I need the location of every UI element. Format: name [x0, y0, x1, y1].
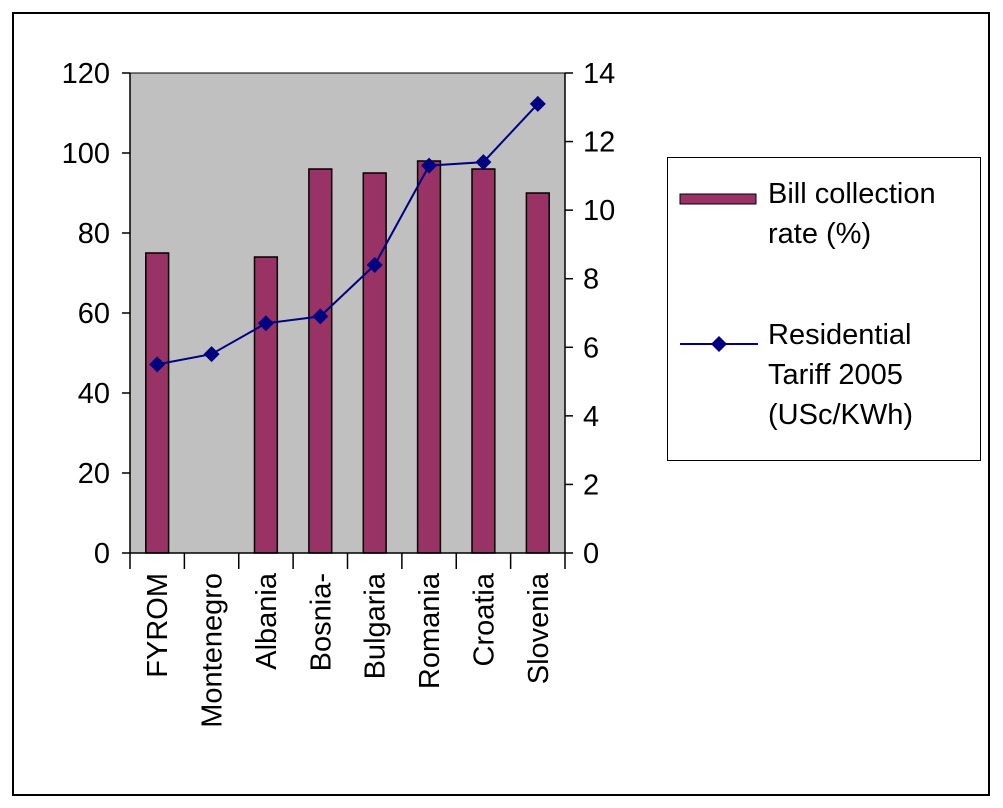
bar — [416, 160, 442, 554]
series-line — [157, 103, 539, 366]
legend-entry-residential-tariff: Residential Tariff 2005 (USc/KWh) — [678, 315, 973, 435]
x-tick-label: Bulgaria — [360, 572, 392, 679]
x-tick-label: Albania — [251, 572, 283, 670]
diamond-marker — [475, 154, 492, 171]
bar — [253, 256, 279, 554]
diamond-marker — [257, 315, 274, 332]
left-tick-label: 60 — [78, 298, 110, 330]
legend-bar-swatch-rect — [679, 193, 757, 205]
left-tick-label: 80 — [78, 218, 110, 250]
left-tick-label: 0 — [94, 538, 110, 570]
right-tick-label: 8 — [583, 264, 599, 296]
legend-label-line: (USc/KWh) — [768, 399, 913, 431]
right-tick-label: 6 — [583, 332, 599, 364]
x-tick-label: Slovenia — [523, 572, 555, 684]
bar — [471, 168, 496, 554]
diamond-marker — [203, 346, 220, 363]
legend-label-residential-tariff: Residential Tariff 2005 (USc/KWh) — [768, 315, 973, 435]
right-tick-label: 2 — [583, 469, 599, 501]
right-tick-label: 12 — [583, 127, 615, 159]
diamond-marker — [149, 356, 166, 373]
legend: Bill collection rate (%) Residential Tar… — [667, 157, 981, 461]
left-tick-label: 40 — [78, 378, 110, 410]
diamond-marker — [366, 257, 383, 273]
diamond-marker — [529, 95, 546, 112]
bar — [525, 192, 550, 554]
legend-label-bill-collection: Bill collection rate (%) — [768, 174, 973, 254]
right-tick-label: 10 — [583, 195, 615, 227]
bar — [362, 172, 387, 554]
right-tick-label: 0 — [583, 538, 599, 570]
left-tick-label: 100 — [62, 138, 110, 170]
legend-diamond-marker — [711, 336, 727, 352]
left-tick-label: 20 — [78, 458, 110, 490]
x-tick-label: Croatia — [468, 572, 500, 666]
legend-label-line: Bill collection — [768, 178, 936, 210]
legend-label-line: Tariff 2005 — [768, 359, 903, 391]
left-tick-label: 120 — [62, 58, 110, 90]
legend-label-line: Residential — [768, 319, 912, 351]
x-tick-label: Bosnia- — [305, 573, 337, 671]
legend-bar-swatch — [679, 193, 757, 205]
bar — [308, 168, 333, 554]
axes: 0 20 40 60 80 100 120 0 2 4 6 8 10 12 14 FYROM Montenegr… — [62, 58, 616, 728]
line-series — [149, 95, 546, 373]
diamond-marker — [421, 157, 438, 174]
right-tick-label: 4 — [583, 401, 599, 433]
bar-series — [145, 160, 550, 554]
x-tick-label: Montenegro — [197, 573, 229, 728]
legend-line-swatch — [680, 336, 758, 352]
legend-label-line: rate (%) — [768, 218, 872, 250]
x-tick-label: Romania — [414, 572, 446, 689]
bar — [145, 252, 170, 554]
right-tick-label: 14 — [583, 58, 615, 90]
diamond-marker — [312, 308, 329, 325]
legend-entry-bill-collection: Bill collection rate (%) — [678, 174, 973, 254]
x-tick-label: FYROM — [142, 573, 174, 678]
